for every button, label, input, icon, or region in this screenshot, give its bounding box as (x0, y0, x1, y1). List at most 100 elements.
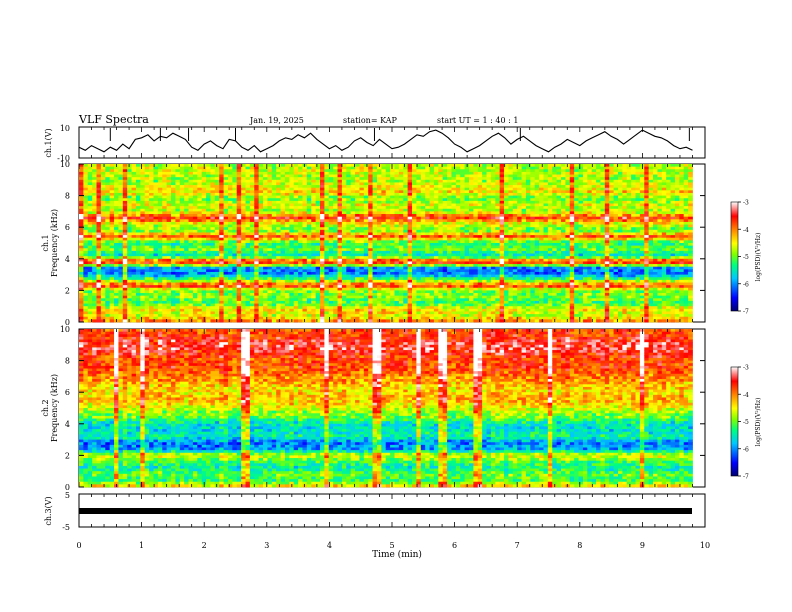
ch1-spectrogram-cell (236, 298, 242, 302)
ch1-spectrogram-cell (363, 306, 369, 310)
ch1-spectrogram-cell (210, 282, 216, 286)
ch1-spectrogram-cell (298, 300, 303, 304)
ch1-spectrogram-cell (320, 211, 325, 215)
ch1-spectrogram-cell (131, 293, 137, 297)
ch1-spectrogram-cell (236, 319, 242, 323)
ch1-spectrogram-cell (157, 185, 163, 189)
ch1-spectrogram-cell (232, 200, 238, 204)
ch1-spectrogram-cell (236, 203, 242, 207)
ch1-spectrogram-cell (302, 293, 308, 297)
ch1-spectrogram-cell (175, 308, 181, 312)
ch1-spectrogram-cell (206, 227, 211, 231)
ch1-spectrogram-cell (372, 279, 378, 283)
ch1-spectrogram-cell (236, 253, 242, 257)
ch1-spectrogram-cell (83, 227, 89, 231)
ch1-spectrogram-cell (298, 243, 303, 247)
ch1-spectrogram-cell (263, 293, 268, 297)
ch1-spectrogram-cell (333, 319, 338, 323)
ch1-spectrogram-cell (433, 290, 439, 294)
ch1-spectrogram-cell (131, 224, 137, 228)
ch1-spectrogram-cell (184, 253, 189, 257)
ch1-spectrogram-cell (131, 227, 137, 231)
ch1-spectrogram-cell (333, 171, 338, 175)
ch1-spectrogram-cell (206, 174, 211, 178)
ch1-spectrogram-cell (140, 179, 146, 183)
ch1-spectrogram-cell (407, 319, 413, 323)
ch1-spectrogram-cell (92, 182, 97, 186)
ch1-spectrogram-cell (328, 182, 334, 186)
ch1-spectrogram-cell (324, 293, 330, 297)
ch1-spectrogram-cell (179, 290, 185, 294)
ch1-spectrogram-cell (175, 274, 181, 278)
ch1-spectrogram-cell (381, 311, 387, 315)
ch1-spectrogram-cell (302, 298, 308, 302)
ch1-spectrogram-cell (433, 182, 439, 186)
ch1-spectrogram-cell (206, 308, 211, 312)
ch1-spectrogram-cell (425, 211, 430, 215)
ch1-spectrogram-cell (179, 285, 185, 289)
ch1-spectrogram-cell (341, 306, 347, 310)
ch1-spectrogram-cell (227, 185, 233, 189)
ch1-spectrogram-cell (311, 264, 317, 268)
ch1-spectrogram-cell (79, 240, 84, 244)
ch1-spectrogram-cell (232, 290, 238, 294)
ch1-spectrogram-cell (425, 171, 430, 175)
ch1-spectrogram-cell (223, 182, 229, 186)
ch1-spectrogram-cell (96, 214, 102, 218)
ch1-spectrogram-cell (83, 192, 89, 196)
ch1-spectrogram-cell (83, 245, 89, 249)
ch1-spectrogram-cell (105, 208, 111, 212)
ch1-spectrogram-cell (376, 308, 382, 312)
ch1-spectrogram-cell (333, 190, 338, 194)
ch1-spectrogram-cell (96, 277, 102, 281)
ch1-spectrogram-cell (267, 237, 273, 241)
ch1-spectrogram-cell (267, 229, 273, 233)
ch1-spectrogram-cell (166, 208, 172, 212)
ch1-spectrogram-cell (394, 206, 400, 210)
ch1-spectrogram-cell (372, 290, 378, 294)
ch1-spectrogram-cell (254, 290, 260, 294)
ch1-spectrogram-cell (245, 300, 251, 304)
ch1-spectrogram-cell (403, 206, 409, 210)
ch1-spectrogram-cell (315, 237, 321, 241)
ch1-spectrogram-cell (293, 308, 299, 312)
ch1-spectrogram-cell (333, 229, 338, 233)
ch1-spectrogram-cell (188, 240, 194, 244)
ch1-spectrogram-cell (420, 316, 426, 320)
ch1-spectrogram-cell (100, 282, 106, 286)
ch1-spectrogram-cell (363, 232, 369, 236)
ch1-spectrogram-cell (171, 171, 176, 175)
ch1-spectrogram-cell (267, 243, 273, 247)
ch1-spectrogram-cell (192, 187, 198, 191)
ch1-spectrogram-cell (350, 314, 356, 318)
ch1-spectrogram-cell (315, 190, 321, 194)
ch1-spectrogram-cell (109, 243, 115, 247)
ch1-spectrogram-cell (122, 232, 128, 236)
ch1-spectrogram-cell (385, 166, 391, 170)
ch1-spectrogram-cell (372, 187, 378, 191)
ch1-spectrogram-cell (271, 192, 277, 196)
ch1-spectrogram-cell (166, 258, 172, 262)
ch1-spectrogram-cell (166, 237, 172, 241)
ch1-spectrogram-cell (271, 203, 277, 207)
ch1-spectrogram-cell (398, 290, 404, 294)
ch1-spectrogram-cell (433, 216, 439, 220)
ch1-spectrogram-cell (398, 240, 404, 244)
ch1-spectrogram-cell (157, 237, 163, 241)
ch1-spectrogram-cell (157, 214, 163, 218)
ch1-spectrogram-cell (118, 298, 124, 302)
ch1-spectrogram-cell (236, 314, 242, 318)
ch1-spectrogram-cell (328, 261, 334, 265)
ch1-spectrogram-cell (258, 290, 264, 294)
ch1-spectrogram-cell (135, 277, 141, 281)
ch1-spectrogram-cell (359, 311, 365, 315)
ch1-spectrogram-cell (179, 221, 185, 225)
ch1-spectrogram-cell (149, 208, 154, 212)
ch1-spectrogram-cell (100, 279, 106, 283)
ch1-spectrogram-cell (149, 266, 154, 270)
ch1-spectrogram-cell (341, 200, 347, 204)
ch1-spectrogram-cell (433, 250, 439, 254)
ch1-spectrogram-cell (223, 245, 229, 249)
ch1-spectrogram-cell (385, 274, 391, 278)
ch1-spectrogram-cell (144, 264, 150, 268)
